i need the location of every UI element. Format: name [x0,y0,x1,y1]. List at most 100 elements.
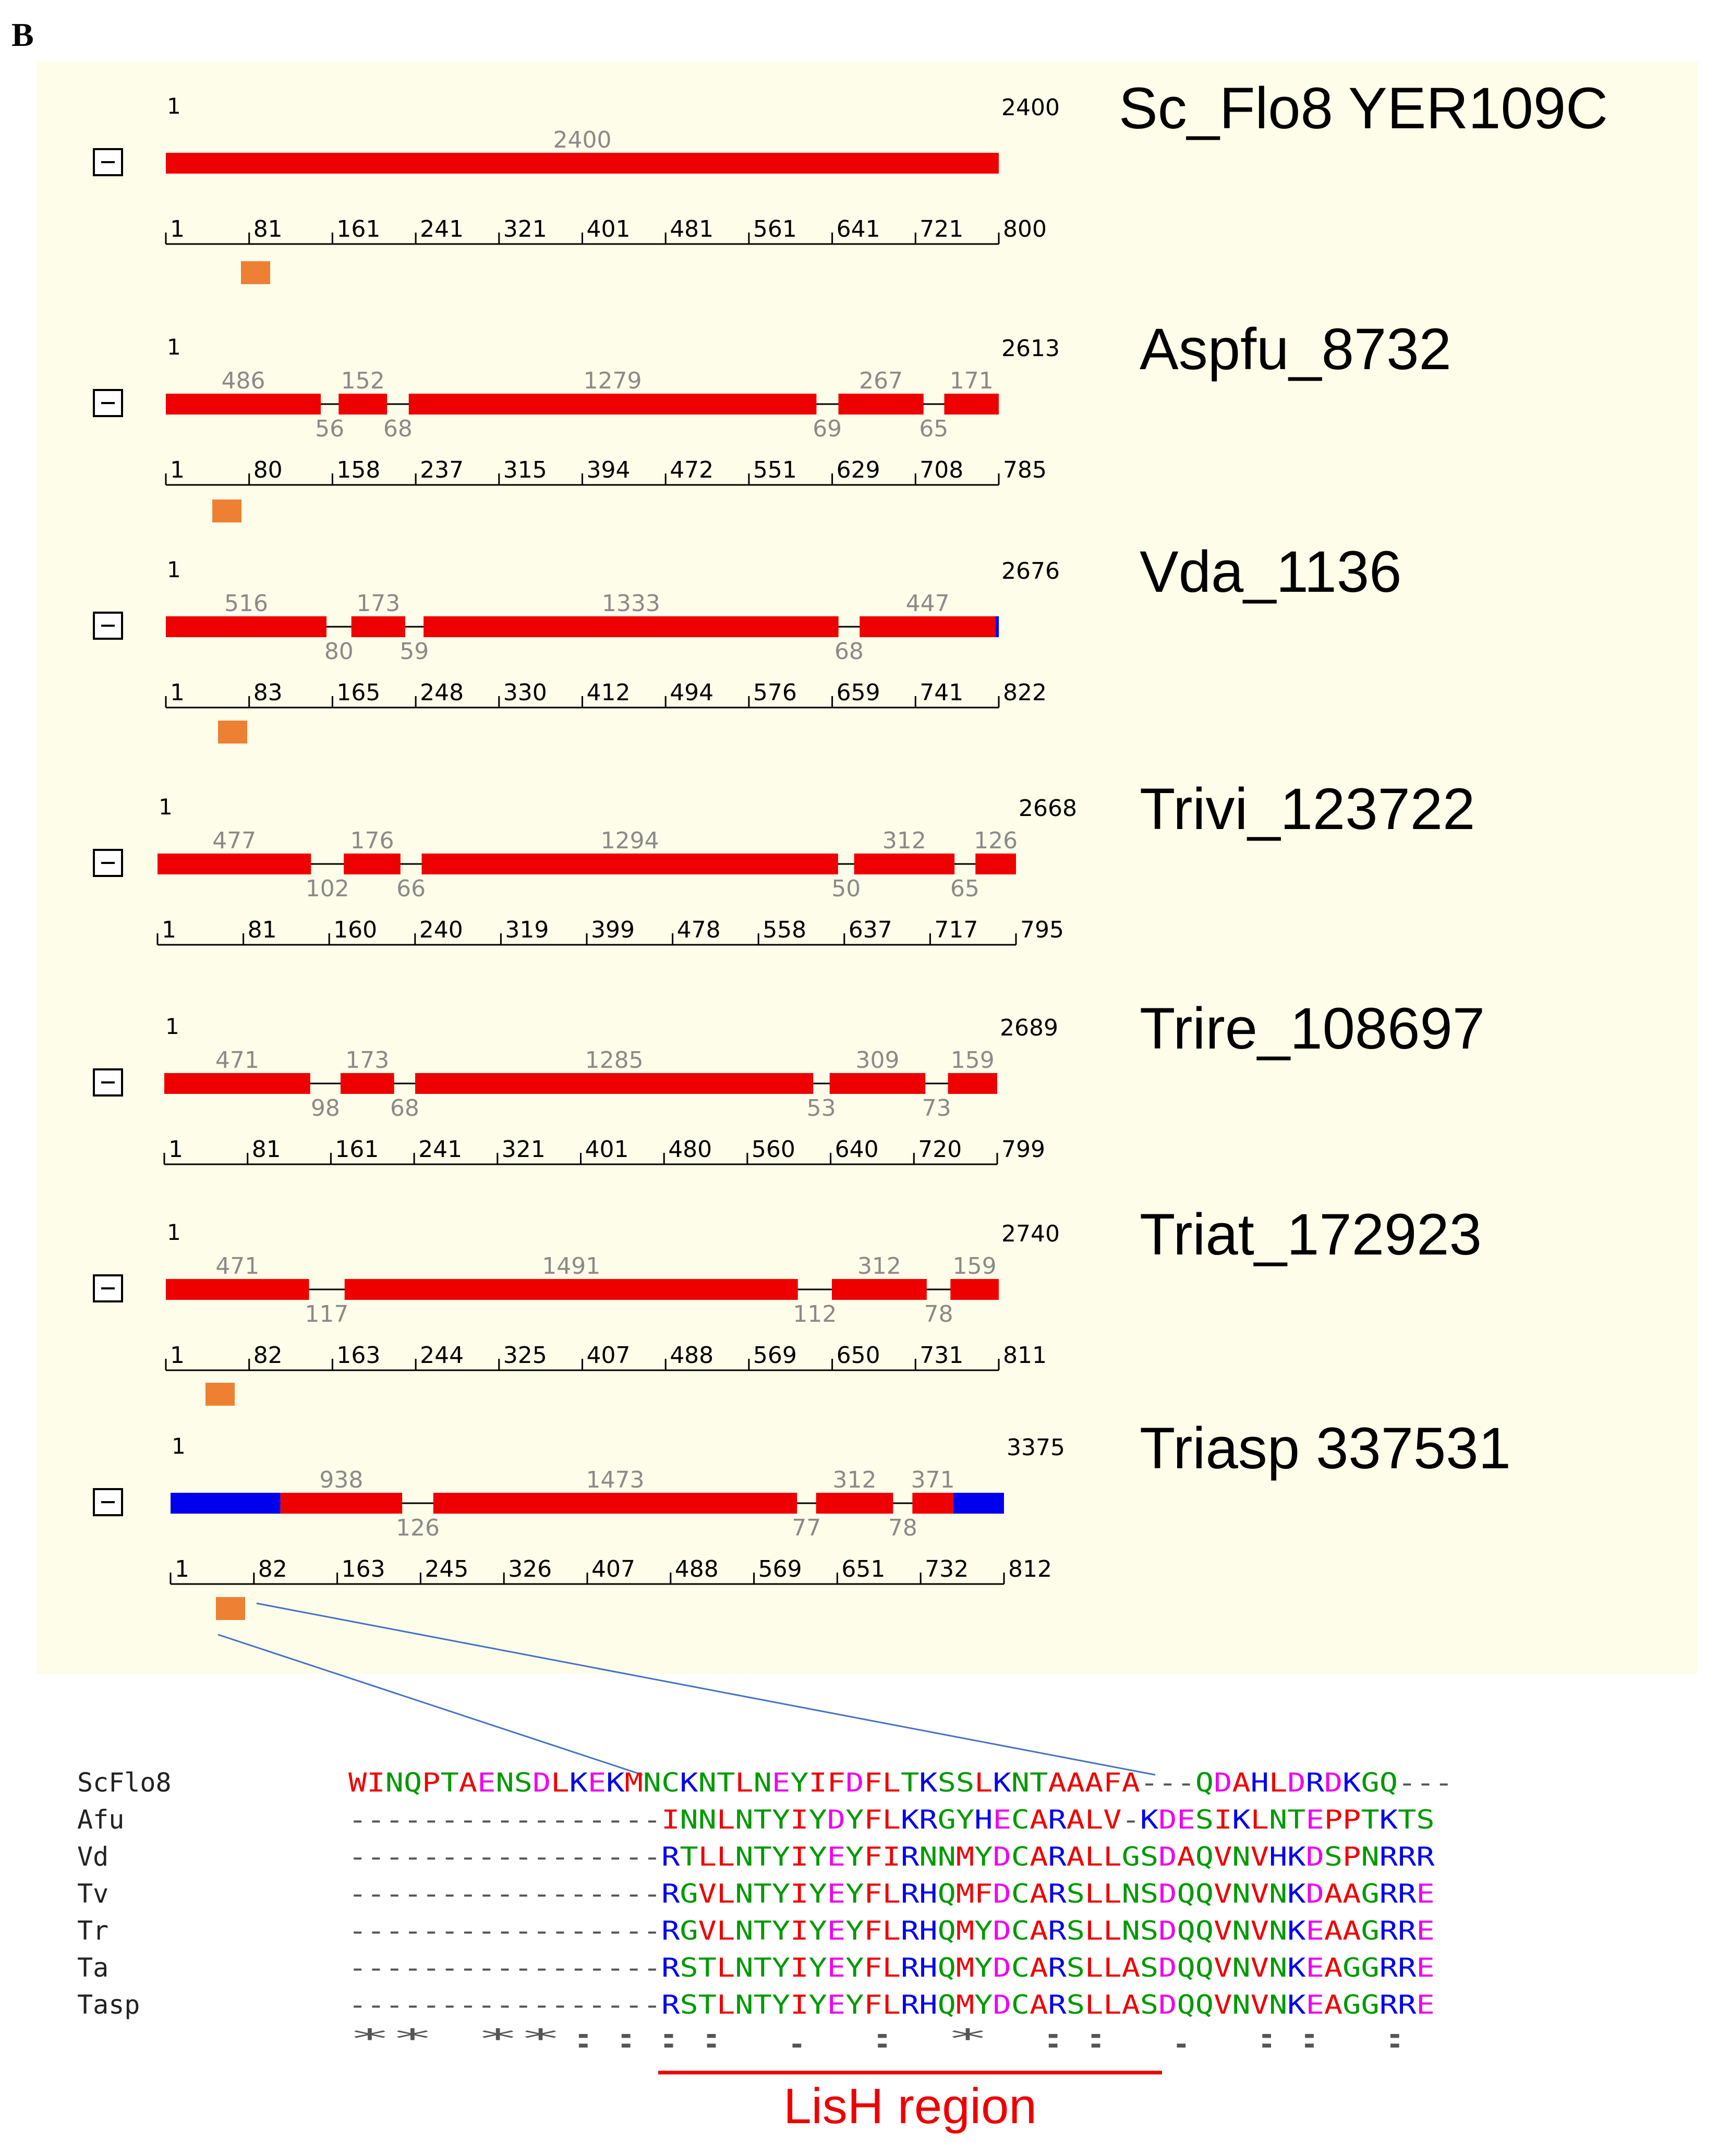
axis-tick-label: 1 [170,216,185,242]
intron-length-label: 65 [919,416,948,442]
axis-tick-label: 81 [252,1136,281,1163]
intron-length-label: 59 [400,638,429,665]
axis-tick-label: 163 [342,1556,385,1582]
gene-track: 471 1491 312 159 117 112 78 1 2740 Triat_172923 1 8… [93,1202,1482,1406]
intron-length-label: 56 [315,416,344,442]
axis-tick-label: 83 [253,679,283,706]
axis-tick-label: 81 [248,917,277,943]
axis-tick-label: 561 [753,216,797,242]
gene-name: Vda_1136 [1140,539,1401,604]
exon-segment [975,854,1016,874]
exon-length-label: 312 [833,1467,877,1493]
intron-length-label: 65 [950,875,979,902]
start-coordinate: 1 [165,1014,179,1039]
alignment-species-label: Tv [77,1879,108,1909]
exon-length-label: 176 [350,827,394,854]
axis-tick-label: 488 [670,1342,713,1369]
axis-tick-label: 161 [335,1136,379,1163]
start-coordinate: 1 [167,93,181,119]
zoom-line-left [217,1634,643,1776]
axis-tick-label: 732 [925,1556,969,1582]
axis-tick-label: 1 [170,457,185,483]
exon-length-label: 152 [341,368,385,394]
exon-segment [854,854,955,874]
axis-tick-label: 811 [1003,1342,1047,1369]
gene-name: Trire_108697 [1140,996,1485,1061]
axis-tick-label: 569 [758,1556,802,1582]
exon-length-label: 2400 [553,127,612,153]
gene-name: Trivi_123722 [1140,776,1475,842]
axis-tick-label: 640 [835,1136,879,1163]
exon-segment [948,1073,997,1094]
axis-tick-label: 488 [675,1556,719,1582]
intron-length-label: 78 [924,1301,953,1327]
axis-tick-label: 401 [585,1136,629,1163]
axis-tick-label: 248 [420,679,464,706]
collapse-toggle[interactable] [93,148,123,176]
exon-length-label: 471 [215,1047,259,1074]
intron-length-label: 117 [305,1301,348,1327]
exon-segment [340,1073,394,1094]
gene-name: Triasp 337531 [1140,1416,1511,1481]
axis-tick-label: 478 [677,917,721,943]
exon-segment [351,616,405,637]
lish-region-label: LisH region [783,2078,1037,2134]
axis-tick-label: 708 [920,457,963,483]
utr-segment [953,1493,1004,1514]
axis-tick-label: 1 [162,917,176,943]
axis-tick-label: 480 [668,1136,712,1163]
axis-tick-label: 407 [587,1342,631,1369]
axis-tick-label: 82 [253,1342,283,1369]
axis-tick-label: 237 [420,457,464,483]
start-coordinate: 1 [167,1220,181,1245]
axis-tick-label: 481 [670,216,713,242]
intron-length-label: 78 [888,1515,917,1541]
start-coordinate: 1 [167,557,181,582]
exon-length-label: 312 [857,1253,901,1280]
axis-tick-label: 1 [170,1342,185,1369]
axis-tick-label: 245 [425,1556,468,1582]
exon-segment [408,394,817,415]
axis-tick-label: 158 [336,457,380,483]
axis-tick-label: 319 [505,917,549,943]
sequence-alignment: ScFlo8 W I N Q P T A E N S D L K E K M N C K N T L N E Y I F D F L T K S S… [77,1768,1453,2134]
axis-tick-label: 1 [168,1136,183,1163]
axis-tick-label: 82 [258,1556,287,1582]
exon-segment [860,616,996,637]
alignment-species-label: Ta [77,1953,108,1983]
axis-tick-label: 800 [1003,216,1047,242]
exon-segment [912,1493,953,1514]
exon-segment [280,1493,403,1514]
exon-length-label: 1491 [542,1253,600,1280]
end-coordinate: 2400 [1001,94,1060,121]
lish-domain-marker [218,721,247,744]
domain-zoom-lines [217,1602,1156,1776]
axis-tick-label: 659 [837,679,880,706]
exon-length-label: 447 [906,590,950,617]
axis-tick-label: 650 [837,1342,880,1369]
utr-segment [171,1493,281,1514]
exon-length-label: 1333 [602,590,660,617]
exon-segment [166,1279,309,1300]
end-coordinate: 3375 [1007,1434,1065,1461]
alignment-species-label: Vd [77,1842,108,1872]
exon-segment [832,1279,927,1300]
exon-length-label: 1473 [586,1467,645,1493]
exon-segment [166,394,321,415]
axis-tick-label: 80 [253,457,283,483]
axis-tick-label: 472 [670,457,713,483]
axis-tick-label: 330 [503,679,547,706]
axis-tick-label: 721 [920,216,963,242]
axis-tick-label: 812 [1008,1556,1052,1582]
exon-length-label: 516 [224,590,268,617]
exon-length-label: 126 [974,827,1018,854]
axis-tick-label: 165 [336,679,380,706]
axis-tick-label: 321 [502,1136,546,1163]
start-coordinate: 1 [172,1433,186,1459]
axis-tick-label: 569 [753,1342,797,1369]
lish-domain-marker [205,1383,235,1406]
